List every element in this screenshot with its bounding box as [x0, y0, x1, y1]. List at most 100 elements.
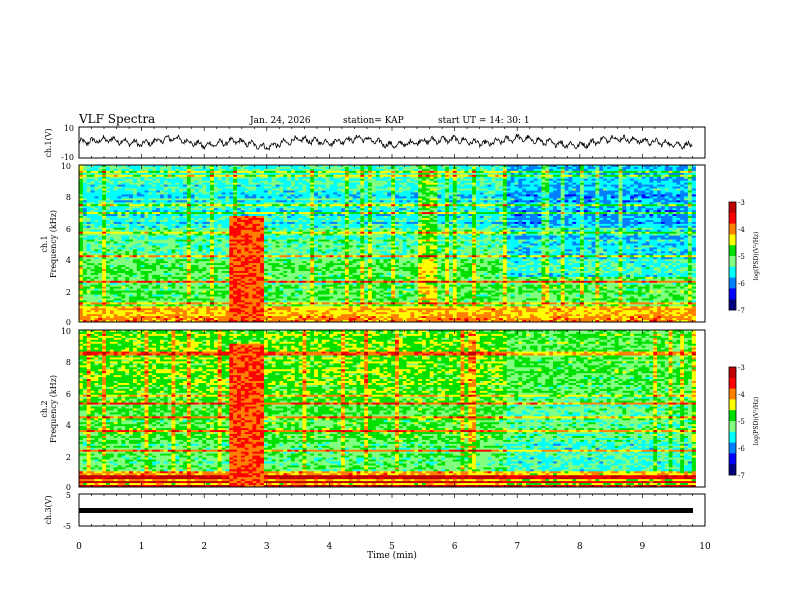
- spectrogram-cell: [676, 180, 681, 183]
- spectrogram-cell: [391, 190, 396, 193]
- spectrogram-cell: [526, 198, 531, 201]
- spectrogram-cell: [368, 210, 373, 213]
- spectrogram-cell: [113, 221, 118, 225]
- spectrogram-cell: [252, 221, 257, 225]
- spectrogram-cell: [414, 182, 419, 185]
- spectrogram-cell: [630, 180, 635, 183]
- spectrogram-cell: [217, 214, 222, 217]
- spectrogram-cell: [190, 198, 195, 201]
- spectrogram-cell: [653, 180, 658, 183]
- spectrogram-cell: [244, 214, 249, 217]
- spectrogram-cell: [113, 212, 118, 215]
- spectrogram-cell: [121, 223, 126, 227]
- spectrogram-cell: [263, 210, 269, 213]
- spectrogram-cell: [599, 182, 604, 185]
- spectrogram-cell: [595, 192, 600, 195]
- spectrogram-cell: [680, 178, 685, 181]
- spectrogram-cell: [244, 202, 249, 205]
- spectrogram-cell: [572, 168, 577, 172]
- spectrogram-cell: [321, 210, 326, 213]
- spectrogram-cell: [90, 178, 95, 181]
- spectrogram-cell: [152, 212, 157, 215]
- spectrogram-cell: [225, 192, 230, 195]
- spectrogram-cell: [368, 223, 373, 227]
- spectrogram-cell: [244, 208, 249, 211]
- spectrogram-cell: [537, 170, 542, 174]
- spectrogram-cell: [217, 170, 222, 174]
- spectrogram-cell: [606, 172, 612, 176]
- spectrogram-cell: [263, 217, 269, 221]
- spectrogram-cell: [425, 206, 430, 209]
- spectrogram-cell: [448, 221, 454, 225]
- spectrogram-cell: [606, 214, 612, 217]
- spectrogram-cell: [102, 192, 107, 195]
- spectrogram-cell: [179, 206, 184, 209]
- spectrogram-cell: [479, 217, 484, 221]
- spectrogram-cell: [622, 176, 627, 180]
- spectrogram-cell: [499, 174, 504, 178]
- spectrogram-cell: [186, 188, 192, 191]
- spectrogram-cell: [113, 196, 118, 199]
- spectrogram-cell: [179, 196, 184, 199]
- spectrogram-cell: [672, 202, 677, 205]
- spectrogram-cell: [240, 178, 246, 181]
- spectrogram-cell: [445, 198, 450, 201]
- spectrogram-cell: [125, 178, 130, 181]
- spectrogram-cell: [325, 182, 330, 185]
- spectrogram-cell: [614, 210, 619, 213]
- spectrogram-cell: [186, 204, 192, 207]
- spectrogram-cell: [383, 210, 388, 213]
- spectrogram-cell: [653, 194, 658, 197]
- spectrogram-cell: [583, 202, 588, 205]
- spectrogram-cell: [306, 210, 311, 213]
- spectrogram-cell: [568, 194, 573, 197]
- spectrogram-cell: [186, 192, 192, 195]
- spectrogram-cell: [267, 188, 272, 191]
- spectrogram-cell: [198, 174, 203, 178]
- spectrogram-cell: [499, 221, 504, 225]
- spectrogram-cell: [456, 198, 461, 201]
- spectrogram-cell: [580, 194, 585, 197]
- spectrogram-cell: [125, 210, 130, 213]
- spectrogram-cell: [387, 178, 392, 181]
- spectrogram-cell: [468, 166, 473, 170]
- spectrogram-cell: [664, 190, 669, 193]
- spectrogram-cell: [302, 210, 307, 213]
- spectrogram-cell: [475, 176, 481, 180]
- spectrogram-cell: [375, 192, 380, 195]
- spectrogram-cell: [121, 219, 126, 223]
- spectrogram-cell: [475, 221, 481, 225]
- spectrogram-cell: [271, 210, 276, 213]
- spectrogram-cell: [240, 166, 246, 170]
- spectrogram-cell: [325, 168, 330, 172]
- spectrogram-cell: [240, 214, 246, 217]
- spectrogram-cell: [98, 168, 103, 172]
- spectrogram-cell: [136, 168, 141, 172]
- spectrogram-cell: [229, 178, 234, 181]
- spectrogram-cell: [653, 188, 658, 191]
- spectrogram-cell: [437, 196, 442, 199]
- spectrogram-cell: [626, 208, 631, 211]
- spectrogram-cell: [229, 166, 234, 170]
- spectrogram-cell: [310, 212, 315, 215]
- spectrogram-cell: [148, 190, 153, 193]
- spectrogram-cell: [379, 206, 384, 209]
- spectrogram-cell: [294, 194, 299, 197]
- spectrogram-cell: [333, 210, 338, 213]
- spectrogram-cell: [213, 192, 219, 195]
- spectrogram-cell: [641, 170, 646, 174]
- spectrogram-cell: [213, 216, 219, 219]
- spectrogram-cell: [448, 196, 454, 199]
- spectrogram-cell: [202, 198, 207, 201]
- spectrogram-cell: [148, 221, 153, 225]
- spectrogram-cell: [545, 204, 550, 207]
- spectrogram-cell: [113, 178, 118, 181]
- spectrogram-cell: [610, 184, 615, 187]
- spectrogram-cell: [630, 208, 635, 211]
- spectrogram-cell: [310, 210, 315, 213]
- spectrogram-cell: [630, 165, 635, 168]
- spectrogram-cell: [406, 165, 411, 168]
- spectrogram-cell: [491, 194, 496, 197]
- spectrogram-cell: [283, 216, 288, 219]
- spectrogram-cell: [194, 192, 199, 195]
